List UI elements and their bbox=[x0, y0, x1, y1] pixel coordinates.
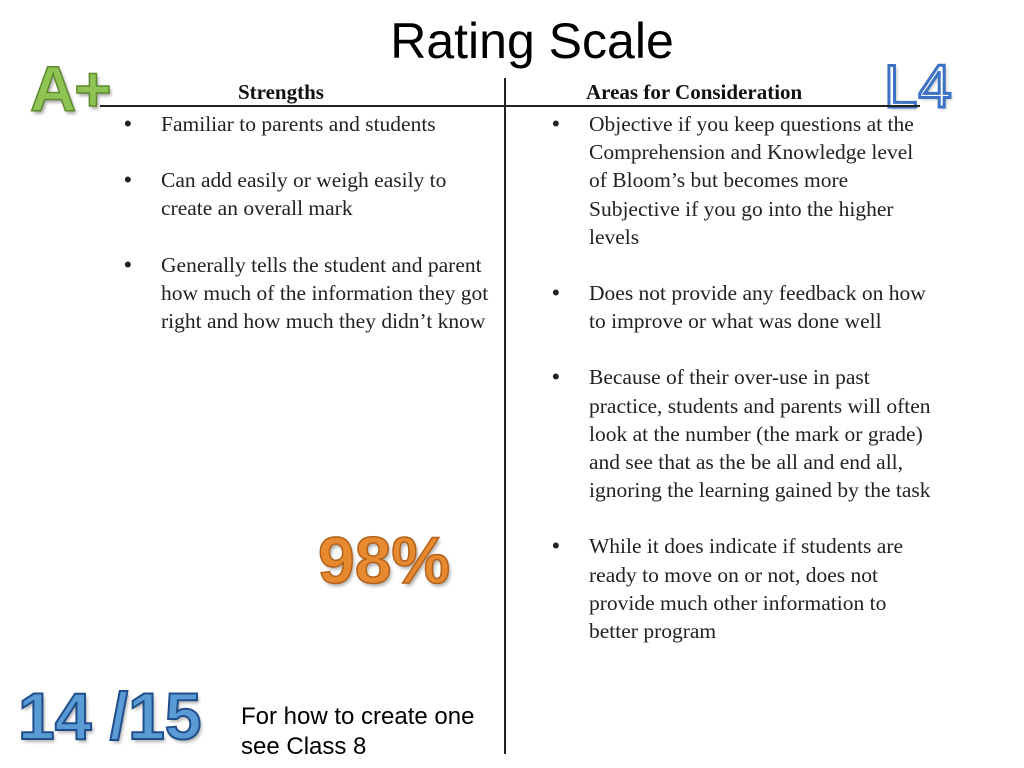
score-example-graphic: 14 /15 bbox=[17, 678, 202, 754]
bullet-icon: • bbox=[552, 280, 560, 306]
class-reference-note: For how to create one see Class 8 bbox=[241, 702, 531, 762]
column-divider bbox=[504, 78, 506, 754]
bullet-icon: • bbox=[552, 111, 560, 136]
consideration-item: • Objective if you keep questions at the… bbox=[552, 110, 932, 251]
consideration-text: Does not provide any feedback on how to … bbox=[589, 281, 926, 334]
bullet-icon: • bbox=[552, 533, 560, 559]
considerations-list: • Objective if you keep questions at the… bbox=[552, 110, 932, 673]
bullet-icon: • bbox=[552, 364, 560, 390]
strength-text: Generally tells the student and parent h… bbox=[161, 252, 489, 334]
bullet-icon: • bbox=[124, 251, 132, 277]
strength-text: Can add easily or weigh easily to create… bbox=[161, 168, 447, 221]
strengths-list: • Familiar to parents and students • Can… bbox=[124, 110, 494, 363]
consideration-item: • Because of their over-use in past prac… bbox=[552, 363, 932, 504]
consideration-item: • While it does indicate if students are… bbox=[552, 532, 932, 645]
note-line: see Class 8 bbox=[241, 733, 367, 760]
percent-example-graphic: 98% bbox=[317, 522, 451, 598]
grade-level-graphic: L4 bbox=[883, 52, 954, 122]
consideration-item: • Does not provide any feedback on how t… bbox=[552, 279, 932, 335]
considerations-header: Areas for Consideration bbox=[586, 80, 803, 104]
header-rule bbox=[100, 105, 920, 107]
strength-item: • Familiar to parents and students bbox=[124, 110, 494, 138]
strengths-header: Strengths bbox=[238, 80, 324, 104]
bullet-icon: • bbox=[124, 167, 132, 193]
consideration-text: While it does indicate if students are r… bbox=[589, 534, 904, 644]
strength-item: • Can add easily or weigh easily to crea… bbox=[124, 166, 494, 222]
strength-item: • Generally tells the student and parent… bbox=[124, 251, 494, 336]
consideration-text: Objective if you keep questions at the C… bbox=[589, 112, 914, 249]
bullet-icon: • bbox=[124, 111, 132, 136]
strength-text: Familiar to parents and students bbox=[161, 112, 436, 136]
grade-letter-graphic: A+ bbox=[29, 52, 112, 126]
slide-title: Rating Scale bbox=[390, 13, 674, 69]
consideration-text: Because of their over-use in past practi… bbox=[589, 365, 931, 503]
note-line: For how to create one bbox=[241, 703, 475, 730]
